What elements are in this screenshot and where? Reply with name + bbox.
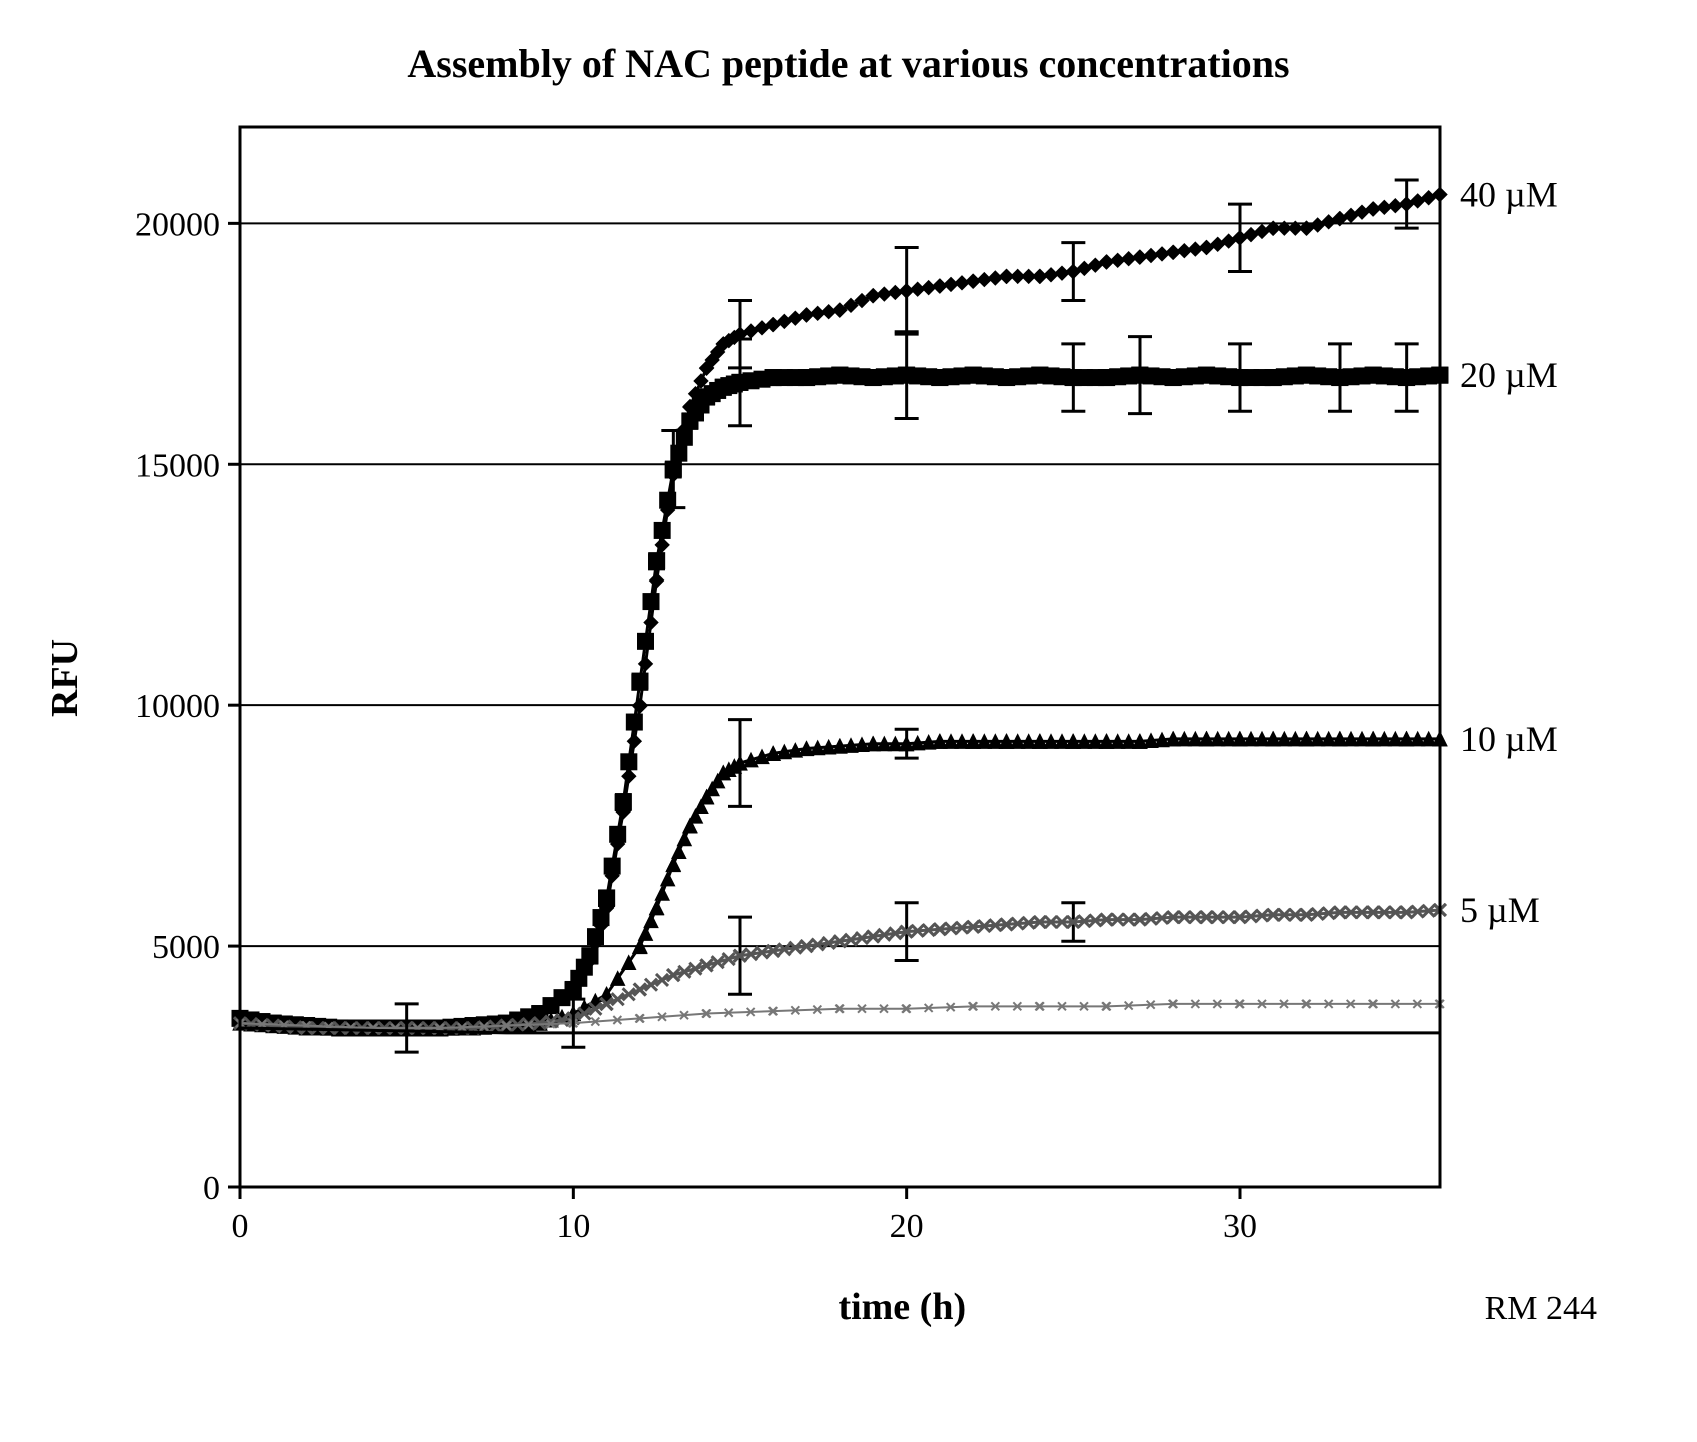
svg-text:0: 0 — [203, 1170, 220, 1207]
svg-text:10: 10 — [556, 1208, 590, 1245]
chart-plot: 0 5000 10000 15000 20000 0 10 20 30 40 µM 20 µM 10 … — [90, 107, 1620, 1277]
chart-container: Assembly of NAC peptide at various conce… — [40, 40, 1657, 1329]
x-axis-label: time (h) — [40, 1285, 1485, 1329]
svg-text:5 µM: 5 µM — [1460, 890, 1540, 930]
y-axis-label: RFU — [43, 667, 87, 717]
svg-text:40 µM: 40 µM — [1460, 174, 1558, 214]
svg-text:20000: 20000 — [135, 206, 220, 243]
svg-text:10 µM: 10 µM — [1460, 719, 1558, 759]
svg-text:10000: 10000 — [135, 688, 220, 725]
plot-row: RFU 0 5000 10000 15000 20000 0 10 20 30 40 µM 20 µ… — [40, 107, 1657, 1277]
svg-text:5000: 5000 — [152, 929, 220, 966]
svg-text:0: 0 — [232, 1208, 249, 1245]
svg-text:20: 20 — [890, 1208, 924, 1245]
chart-title: Assembly of NAC peptide at various conce… — [40, 40, 1657, 87]
footer-label: RM 244 — [1485, 1290, 1657, 1328]
x-label-row: time (h) RM 244 — [40, 1285, 1657, 1329]
svg-text:30: 30 — [1223, 1208, 1257, 1245]
svg-text:15000: 15000 — [135, 447, 220, 484]
svg-text:20 µM: 20 µM — [1460, 355, 1558, 395]
